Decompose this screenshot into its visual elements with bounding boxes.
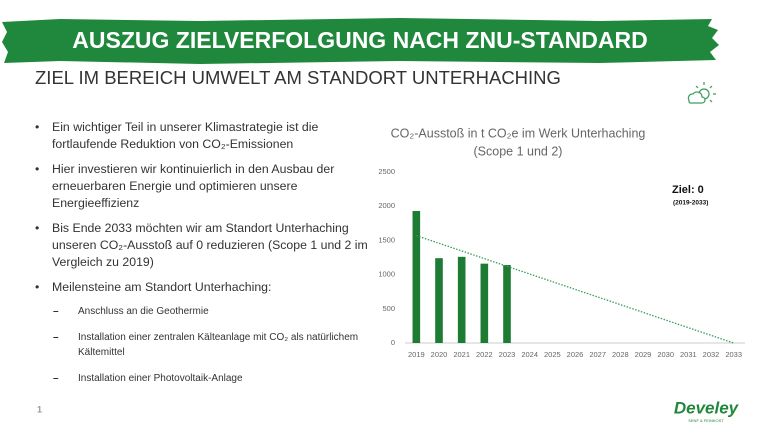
x-tick-label: 2033 bbox=[725, 350, 742, 359]
banner bbox=[2, 18, 719, 64]
bar bbox=[480, 263, 489, 343]
weather-icon bbox=[687, 82, 716, 104]
slide-title: AUSZUG ZIELVERFOLGUNG NACH ZNU-STANDARD bbox=[72, 27, 647, 53]
y-tick-label: 2500 bbox=[378, 167, 395, 176]
chart-title: CO₂-Ausstoß in t CO₂e im Werk Unterhachi… bbox=[391, 126, 646, 140]
y-tick-label: 0 bbox=[391, 338, 395, 347]
x-tick-label: 2020 bbox=[431, 350, 448, 359]
y-tick-label: 1000 bbox=[378, 270, 395, 279]
trend-line bbox=[416, 234, 734, 344]
chart-subtitle: (Scope 1 und 2) bbox=[474, 144, 563, 158]
bar bbox=[457, 256, 466, 343]
y-tick-label: 1500 bbox=[378, 235, 395, 244]
logo-tagline: SENF & FEINKOST bbox=[688, 418, 724, 423]
bullet-list: Ein wichtiger Teil in unserer Klimastrat… bbox=[35, 119, 370, 397]
bullet: Hier investieren wir kontinuierlich in d… bbox=[35, 161, 370, 212]
x-tick-label: 2029 bbox=[635, 350, 652, 359]
x-tick-label: 2024 bbox=[521, 350, 538, 359]
x-tick-label: 2023 bbox=[499, 350, 516, 359]
bar bbox=[412, 210, 421, 343]
sub-bullet: Installation einer zentralen Kälteanlage… bbox=[48, 330, 370, 360]
annotation: Ziel: 0 bbox=[672, 184, 704, 196]
x-tick-label: 2030 bbox=[657, 350, 674, 359]
x-tick-label: 2027 bbox=[589, 350, 606, 359]
x-tick-label: 2022 bbox=[476, 350, 493, 359]
bullet: Bis Ende 2033 möchten wir am Standort Un… bbox=[35, 220, 370, 271]
sub-bullet: Anschluss an die Geothermie bbox=[48, 304, 370, 319]
y-tick-label: 500 bbox=[382, 304, 395, 313]
x-tick-label: 2021 bbox=[453, 350, 470, 359]
bar bbox=[503, 265, 511, 343]
slide-subtitle: ZIEL IM BEREICH UMWELT AM STANDORT UNTER… bbox=[35, 67, 561, 88]
x-tick-label: 2031 bbox=[680, 350, 697, 359]
logo: Develey bbox=[674, 398, 740, 417]
x-tick-label: 2025 bbox=[544, 350, 561, 359]
x-tick-label: 2032 bbox=[703, 350, 720, 359]
x-tick-label: 2026 bbox=[567, 350, 584, 359]
y-tick-label: 2000 bbox=[378, 201, 395, 210]
page-number: 1 bbox=[37, 404, 42, 414]
x-tick-label: 2019 bbox=[408, 350, 425, 359]
x-tick-label: 2028 bbox=[612, 350, 629, 359]
bullet: Meilensteine am Standort Unterhaching: bbox=[35, 279, 370, 296]
sub-bullet: Installation einer Photovoltaik-Anlage bbox=[48, 371, 370, 386]
bar bbox=[435, 258, 443, 343]
annotation: (2019-2033) bbox=[673, 200, 708, 207]
bullet: Ein wichtiger Teil in unserer Klimastrat… bbox=[35, 119, 370, 153]
